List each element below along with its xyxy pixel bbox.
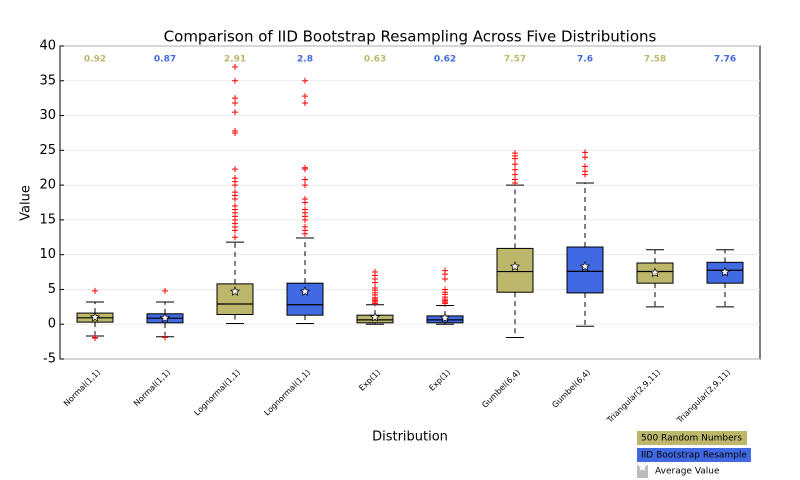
x-tick-label: Exp(1) [357, 368, 382, 393]
outlier [232, 202, 238, 209]
median-label: 2.91 [224, 55, 246, 65]
outlier [442, 267, 448, 274]
legend-swatch [637, 448, 751, 462]
outlier [302, 223, 308, 230]
outlier [232, 127, 238, 134]
mean-marker [159, 312, 171, 323]
box [566, 246, 604, 294]
outlier [512, 150, 518, 157]
box [496, 247, 534, 293]
median-label: 0.92 [84, 55, 106, 65]
outlier [232, 109, 238, 116]
outlier [582, 149, 588, 156]
outlier [302, 176, 308, 183]
y-tick-label: 30 [39, 108, 56, 123]
mean-marker [369, 311, 381, 322]
outlier [232, 63, 238, 70]
mean-marker [439, 312, 451, 323]
legend-label: Average Value [655, 467, 720, 477]
median-label: 7.76 [714, 55, 736, 65]
median-label: 0.62 [434, 55, 456, 65]
mean-marker [229, 286, 241, 296]
mean-marker [299, 286, 311, 296]
y-tick-label: 15 [39, 212, 56, 227]
x-tick-label: Exp(1) [427, 368, 452, 393]
y-tick-label: 20 [39, 178, 56, 193]
y-tick-label: 40 [39, 39, 56, 54]
mean-marker [89, 311, 101, 322]
x-tick-label: Lognormal(1,1) [262, 368, 312, 418]
outlier [232, 189, 238, 196]
outlier [302, 164, 308, 171]
outlier [302, 93, 308, 100]
mean-marker [509, 261, 521, 271]
outlier [232, 166, 238, 173]
x-tick-label: Triangular(2,9,11) [675, 368, 733, 426]
median-label: 2.8 [297, 55, 313, 65]
median-label: 0.63 [364, 55, 386, 65]
x-tick-label: Lognormal(1,1) [192, 368, 242, 418]
outlier [162, 287, 168, 294]
y-axis-label: Value [19, 185, 34, 221]
mean-marker [649, 267, 661, 278]
x-tick-label: Gumbel(6,4) [550, 368, 592, 410]
x-axis-label: Distribution [372, 430, 448, 445]
y-tick-label: 35 [39, 73, 56, 88]
outlier [92, 335, 98, 342]
mean-marker [579, 261, 591, 271]
x-tick-label: Normal(1,1) [132, 368, 172, 408]
outlier [302, 206, 308, 213]
outlier [512, 166, 518, 173]
outlier [582, 163, 588, 170]
legend-label: 500 Random Numbers [641, 434, 742, 444]
outlier [372, 269, 378, 276]
y-tick-label: -5 [43, 352, 56, 367]
chart-title: Comparison of IID Bootstrap Resampling A… [164, 28, 657, 46]
outlier [232, 95, 238, 102]
outlier [512, 161, 518, 168]
outlier [302, 182, 308, 189]
y-tick-label: 0 [48, 317, 56, 332]
legend-label: IID Bootstrap Resample [641, 451, 747, 461]
y-tick-label: 5 [48, 282, 56, 297]
median-label: 7.57 [504, 55, 526, 65]
outlier [302, 77, 308, 84]
outlier [302, 196, 308, 203]
legend-swatch [637, 431, 747, 445]
x-tick-label: Normal(1,1) [62, 368, 102, 408]
y-tick-label: 10 [39, 247, 56, 262]
outlier [232, 175, 238, 182]
mean-marker [719, 266, 731, 277]
outlier [372, 285, 378, 292]
median-label: 7.6 [577, 55, 593, 65]
outlier [442, 286, 448, 293]
x-tick-label: Gumbel(6,4) [480, 368, 522, 410]
legend-marker [637, 462, 648, 471]
legend-marker-bg [637, 465, 648, 478]
median-label: 0.87 [154, 55, 176, 65]
outlier [92, 287, 98, 294]
outlier [232, 77, 238, 84]
outlier [162, 334, 168, 341]
outlier [302, 100, 308, 107]
y-tick-label: 25 [39, 143, 56, 158]
median-label: 7.58 [644, 55, 666, 65]
outlier [232, 234, 238, 241]
x-tick-label: Triangular(2,9,11) [605, 368, 663, 426]
